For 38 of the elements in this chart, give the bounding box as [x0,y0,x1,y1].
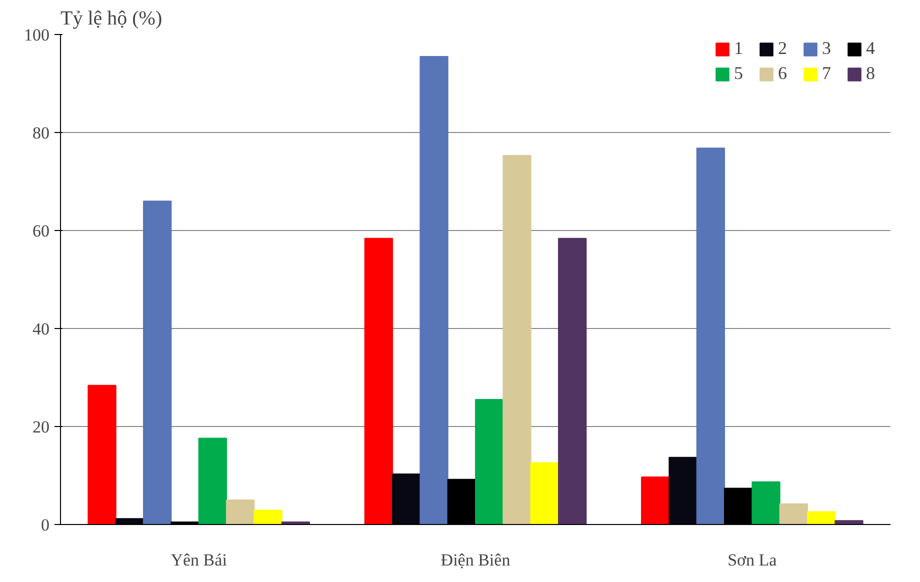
legend-label: 7 [822,63,832,84]
y-tick-label: 0 [41,516,50,534]
y-tick-label: 20 [32,418,50,436]
bar [143,200,172,524]
x-tick-label: Điện Biên [440,550,511,570]
y-tick-label: 100 [24,26,50,44]
legend-label: 5 [734,63,744,84]
legend-label: 8 [866,63,876,84]
bar [254,510,282,524]
bar [115,518,144,524]
bar [530,462,559,524]
bar [226,500,255,524]
y-tick-label: 40 [32,320,50,338]
x-tick-label: Sơn La [728,550,778,570]
legend-label: 3 [822,38,832,59]
bar [502,155,532,524]
bar [779,503,808,524]
bar [668,456,698,524]
y-tick-label: 60 [32,222,50,240]
bar [420,56,448,524]
bar [752,481,780,524]
bar [364,238,393,524]
y-axis-title: Tỷ lệ hộ (%) [60,8,162,30]
legend-label: 6 [778,63,788,84]
bar [696,148,725,524]
x-tick-label: Yên Bái [170,550,228,570]
bar [807,511,836,524]
bar [475,399,504,524]
bar [198,438,227,524]
bar [392,474,421,524]
bar [834,520,864,524]
bar [641,476,670,524]
legend-label: 2 [778,38,788,59]
bar [558,238,587,524]
legend-label: 4 [866,38,876,59]
bar [88,384,116,524]
y-tick-label: 80 [32,124,50,142]
legend-label: 1 [734,38,744,59]
